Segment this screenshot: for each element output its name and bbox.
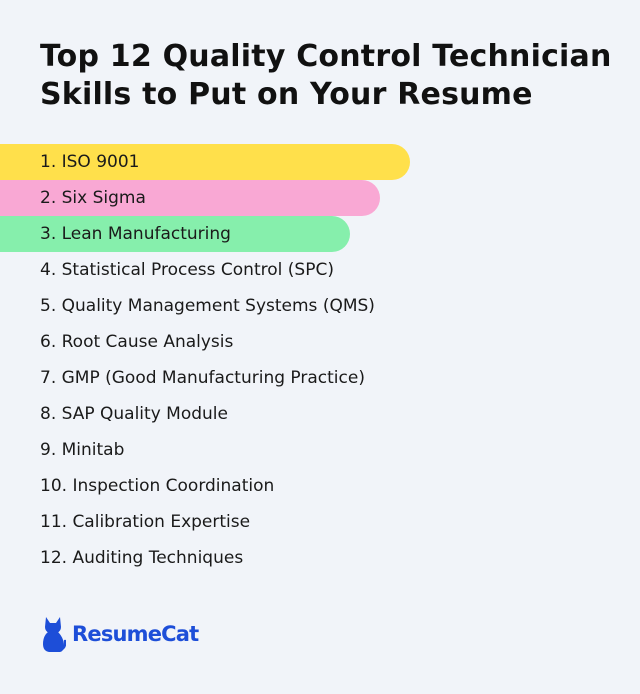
skill-item-2: 2. Six Sigma bbox=[0, 180, 380, 216]
brand-name: ResumeCat bbox=[72, 622, 199, 646]
skill-item-5: 5. Quality Management Systems (QMS) bbox=[40, 296, 375, 316]
skills-list: 1. ISO 9001 2. Six Sigma 3. Lean Manufac… bbox=[0, 144, 640, 576]
skill-item-6: 6. Root Cause Analysis bbox=[40, 332, 234, 352]
skill-item-9: 9. Minitab bbox=[40, 440, 125, 460]
skill-item-8: 8. SAP Quality Module bbox=[40, 404, 228, 424]
cat-icon bbox=[43, 617, 66, 652]
skill-item-4: 4. Statistical Process Control (SPC) bbox=[40, 260, 334, 280]
resumecat-logo: ResumeCat bbox=[40, 614, 199, 654]
page-title: Top 12 Quality Control Technician Skills… bbox=[40, 39, 612, 112]
skill-item-1: 1. ISO 9001 bbox=[0, 144, 410, 180]
skill-item-10: 10. Inspection Coordination bbox=[40, 476, 275, 496]
skill-item-7: 7. GMP (Good Manufacturing Practice) bbox=[40, 368, 365, 388]
skill-item-12: 12. Auditing Techniques bbox=[40, 548, 244, 568]
skill-item-3: 3. Lean Manufacturing bbox=[0, 216, 350, 252]
skill-item-11: 11. Calibration Expertise bbox=[40, 512, 251, 532]
